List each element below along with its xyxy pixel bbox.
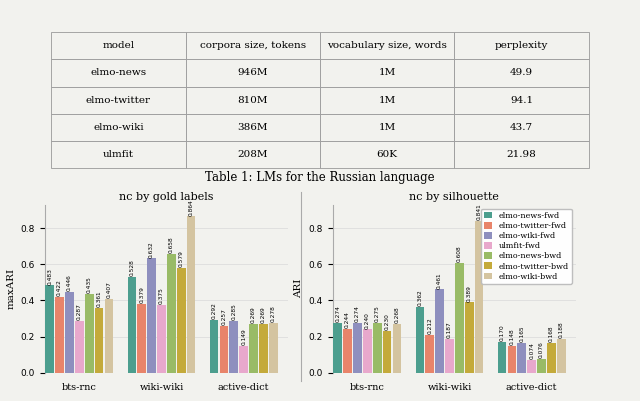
Y-axis label: ARI: ARI xyxy=(294,279,303,298)
Text: 0.244: 0.244 xyxy=(345,311,350,328)
Bar xyxy=(383,331,392,373)
Text: 0.362: 0.362 xyxy=(417,290,422,306)
Bar xyxy=(392,324,401,373)
Bar xyxy=(455,263,463,373)
Bar xyxy=(557,339,566,373)
Text: 0.864: 0.864 xyxy=(189,199,193,216)
Bar xyxy=(426,334,434,373)
Bar xyxy=(259,324,268,373)
Text: 0.187: 0.187 xyxy=(447,322,452,338)
Bar xyxy=(353,323,362,373)
Bar xyxy=(249,324,258,373)
Text: 0.658: 0.658 xyxy=(169,236,174,253)
Bar xyxy=(508,346,516,373)
Text: 0.240: 0.240 xyxy=(365,312,370,328)
Text: 0.165: 0.165 xyxy=(519,326,524,342)
Bar xyxy=(537,359,546,373)
Text: 0.268: 0.268 xyxy=(394,307,399,324)
Text: 0.074: 0.074 xyxy=(529,342,534,358)
Text: 0.287: 0.287 xyxy=(77,303,82,320)
Bar xyxy=(177,268,186,373)
Text: 0.230: 0.230 xyxy=(385,314,390,330)
Text: 0.292: 0.292 xyxy=(212,302,216,319)
Text: 0.422: 0.422 xyxy=(57,279,62,296)
Text: 0.379: 0.379 xyxy=(140,286,144,304)
Bar xyxy=(65,292,74,373)
Bar xyxy=(547,342,556,373)
Bar xyxy=(415,308,424,373)
Text: 0.632: 0.632 xyxy=(149,241,154,257)
Text: 0.483: 0.483 xyxy=(47,268,52,285)
Bar xyxy=(239,346,248,373)
Text: 0.389: 0.389 xyxy=(467,285,472,302)
Bar xyxy=(138,304,146,373)
Bar xyxy=(167,254,175,373)
Text: 0.149: 0.149 xyxy=(241,328,246,345)
Bar xyxy=(465,302,474,373)
Bar xyxy=(104,299,113,373)
Text: 0.461: 0.461 xyxy=(437,272,442,289)
Bar xyxy=(343,329,352,373)
Bar xyxy=(229,321,238,373)
Title: nc by gold labels: nc by gold labels xyxy=(119,192,214,203)
Bar xyxy=(55,296,64,373)
Bar xyxy=(210,320,218,373)
Bar xyxy=(373,323,381,373)
Text: 0.076: 0.076 xyxy=(539,342,544,358)
Text: 0.274: 0.274 xyxy=(355,306,360,322)
Bar xyxy=(498,342,506,373)
Text: 0.285: 0.285 xyxy=(231,304,236,320)
Text: 0.257: 0.257 xyxy=(221,309,227,326)
Text: 0.148: 0.148 xyxy=(509,328,515,345)
Text: 0.274: 0.274 xyxy=(335,306,340,322)
Bar xyxy=(475,221,483,373)
Text: 0.278: 0.278 xyxy=(271,305,276,322)
Text: 0.168: 0.168 xyxy=(549,325,554,342)
Bar xyxy=(527,360,536,373)
Bar xyxy=(157,305,166,373)
Text: 0.435: 0.435 xyxy=(86,276,92,293)
Bar xyxy=(333,323,342,373)
Y-axis label: maxARI: maxARI xyxy=(6,268,15,309)
Text: 0.361: 0.361 xyxy=(97,290,102,307)
Text: 0.275: 0.275 xyxy=(374,305,380,322)
Title: nc by silhouette: nc by silhouette xyxy=(410,192,499,203)
Bar xyxy=(187,217,195,373)
Bar xyxy=(75,321,84,373)
Text: 0.579: 0.579 xyxy=(179,250,184,267)
Bar xyxy=(363,330,372,373)
Bar xyxy=(445,339,454,373)
Bar xyxy=(220,326,228,373)
Bar xyxy=(45,286,54,373)
Text: 0.528: 0.528 xyxy=(129,259,134,276)
Text: 0.407: 0.407 xyxy=(106,282,111,298)
Bar xyxy=(127,277,136,373)
Text: 0.841: 0.841 xyxy=(477,203,481,220)
Bar xyxy=(95,308,104,373)
Text: 0.375: 0.375 xyxy=(159,287,164,304)
Bar xyxy=(269,322,278,373)
Bar xyxy=(517,343,526,373)
Bar xyxy=(85,294,93,373)
Text: 0.170: 0.170 xyxy=(500,324,504,341)
Text: 0.212: 0.212 xyxy=(428,317,432,334)
Bar xyxy=(435,290,444,373)
Text: 0.269: 0.269 xyxy=(251,306,256,323)
Text: Table 1: LMs for the Russian language: Table 1: LMs for the Russian language xyxy=(205,172,435,184)
Text: 0.188: 0.188 xyxy=(559,321,564,338)
Text: 0.269: 0.269 xyxy=(261,306,266,323)
Text: 0.608: 0.608 xyxy=(457,245,462,262)
Text: 0.446: 0.446 xyxy=(67,275,72,291)
Bar xyxy=(147,259,156,373)
Legend: elmo-news-fwd, elmo-twitter-fwd, elmo-wiki-fwd, ulmfit-fwd, elmo-news-bwd, elmo-: elmo-news-fwd, elmo-twitter-fwd, elmo-wi… xyxy=(481,209,572,284)
